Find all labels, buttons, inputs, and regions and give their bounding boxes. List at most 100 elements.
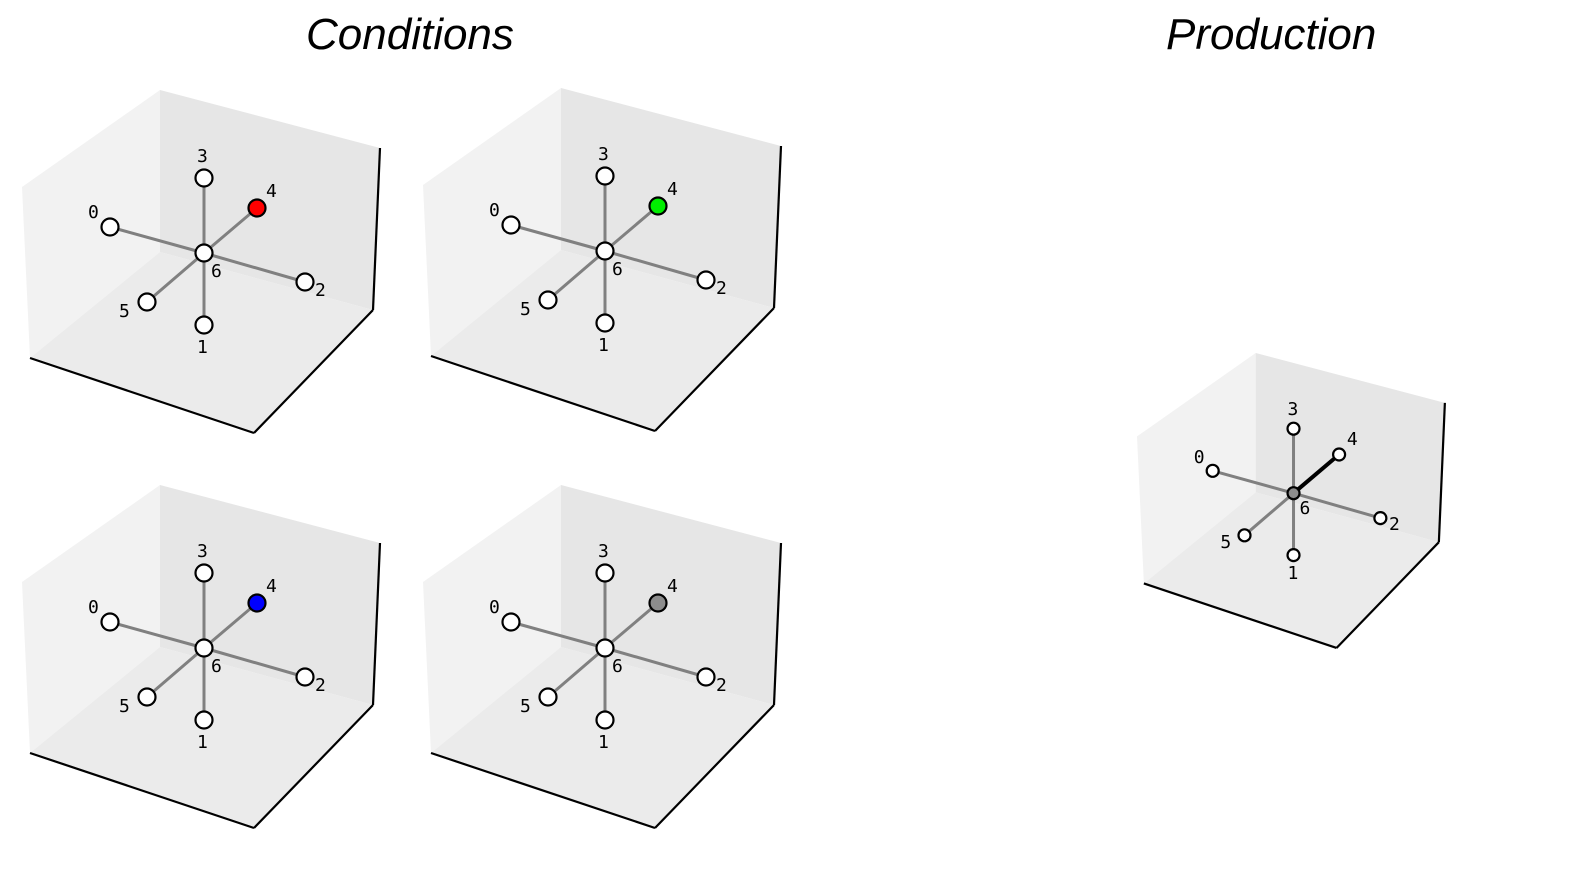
- node-6: [595, 638, 615, 658]
- pane-left: [22, 485, 160, 753]
- node-0: [501, 215, 521, 235]
- node-label-6: 6: [211, 656, 222, 677]
- node-2: [295, 667, 315, 687]
- node-label-5: 5: [119, 301, 130, 322]
- node-5: [538, 290, 558, 310]
- node-2: [1373, 511, 1388, 526]
- node-5: [1237, 528, 1252, 543]
- pane-floor: [30, 252, 373, 433]
- node-4: [648, 593, 668, 613]
- node-label-4: 4: [266, 576, 277, 597]
- node-3: [194, 563, 214, 583]
- node-label-0: 0: [489, 200, 500, 221]
- node-label-6: 6: [1300, 498, 1311, 519]
- panel-condition-gray: 0 1 2 3 4 5 6: [423, 485, 783, 830]
- axis-line-2: [371, 147, 382, 311]
- edge-6-0: [510, 620, 606, 650]
- node-2: [295, 272, 315, 292]
- node-label-6: 6: [612, 259, 623, 280]
- node-5: [137, 687, 157, 707]
- edge-6-5: [547, 646, 606, 699]
- axis-line-1: [1335, 541, 1440, 649]
- node-2: [696, 270, 716, 290]
- axis-line-2: [1437, 402, 1446, 543]
- axis-line-0: [1143, 582, 1337, 650]
- node-label-0: 0: [1194, 447, 1205, 468]
- node-2: [696, 667, 716, 687]
- axis-line-1: [253, 309, 374, 434]
- axis-line-0: [29, 356, 255, 435]
- node-label-5: 5: [520, 696, 531, 717]
- edge-6-2: [203, 646, 306, 679]
- pane-floor: [30, 647, 373, 828]
- node-label-2: 2: [716, 675, 727, 696]
- edge-6-4: [203, 206, 258, 255]
- node-6: [1286, 486, 1301, 501]
- node-label-0: 0: [88, 202, 99, 223]
- axis-line-0: [430, 751, 656, 830]
- conditions-title: Conditions: [306, 10, 514, 59]
- panel-production: 0 1 2 3 4 5 6: [1137, 353, 1446, 650]
- node-3: [1286, 421, 1301, 436]
- node-label-4: 4: [266, 181, 277, 202]
- node-4: [247, 198, 267, 218]
- edge-6-2: [203, 251, 306, 284]
- node-label-5: 5: [119, 696, 130, 717]
- node-1: [595, 710, 615, 730]
- node-label-0: 0: [88, 597, 99, 618]
- node-4: [247, 593, 267, 613]
- node-1: [194, 710, 214, 730]
- node-1: [194, 315, 214, 335]
- node-3: [595, 166, 615, 186]
- edge-6-4: [1292, 452, 1341, 495]
- panel-condition-blue: 0 1 2 3 4 5 6: [22, 485, 382, 830]
- node-5: [538, 687, 558, 707]
- node-label-5: 5: [1220, 532, 1231, 553]
- node-label-2: 2: [1389, 514, 1400, 535]
- production-title: Production: [1166, 10, 1377, 59]
- edge-6-2: [1293, 491, 1381, 520]
- edge-6-4: [604, 601, 659, 650]
- node-label-3: 3: [197, 541, 208, 562]
- panel-condition-green: 0 1 2 3 4 5 6: [423, 88, 783, 433]
- node-4: [1331, 447, 1347, 462]
- node-label-5: 5: [520, 299, 531, 320]
- node-label-3: 3: [197, 146, 208, 167]
- node-5: [137, 292, 157, 312]
- node-0: [1205, 463, 1220, 478]
- axis-line-1: [654, 704, 775, 829]
- node-label-1: 1: [598, 732, 609, 753]
- edge-6-0: [109, 620, 205, 650]
- pane-floor: [431, 647, 774, 828]
- edge-6-5: [1243, 492, 1295, 537]
- node-0: [100, 217, 120, 237]
- axis-line-1: [253, 704, 374, 829]
- pane-left: [423, 88, 561, 356]
- node-label-3: 3: [1288, 399, 1299, 420]
- node-label-1: 1: [598, 335, 609, 356]
- axis-line-2: [772, 542, 783, 706]
- pane-floor: [1143, 492, 1439, 648]
- node-label-2: 2: [716, 278, 727, 299]
- node-0: [501, 612, 521, 632]
- node-label-1: 1: [1288, 563, 1299, 584]
- node-label-6: 6: [612, 656, 623, 677]
- pane-left: [423, 485, 561, 753]
- edge-6-0: [109, 225, 205, 255]
- edge-6-2: [604, 646, 707, 679]
- node-1: [595, 313, 615, 333]
- panel-condition-red: 0 1 2 3 4 5 6: [22, 90, 382, 435]
- node-label-4: 4: [667, 179, 678, 200]
- edge-6-2: [604, 249, 707, 282]
- node-label-2: 2: [315, 675, 326, 696]
- node-6: [194, 638, 214, 658]
- node-6: [194, 243, 214, 263]
- node-3: [595, 563, 615, 583]
- node-label-3: 3: [598, 144, 609, 165]
- edge-6-0: [1212, 469, 1294, 495]
- edge-6-5: [146, 251, 205, 304]
- axis-line-2: [371, 542, 382, 706]
- pane-floor: [431, 250, 774, 431]
- node-label-4: 4: [667, 576, 678, 597]
